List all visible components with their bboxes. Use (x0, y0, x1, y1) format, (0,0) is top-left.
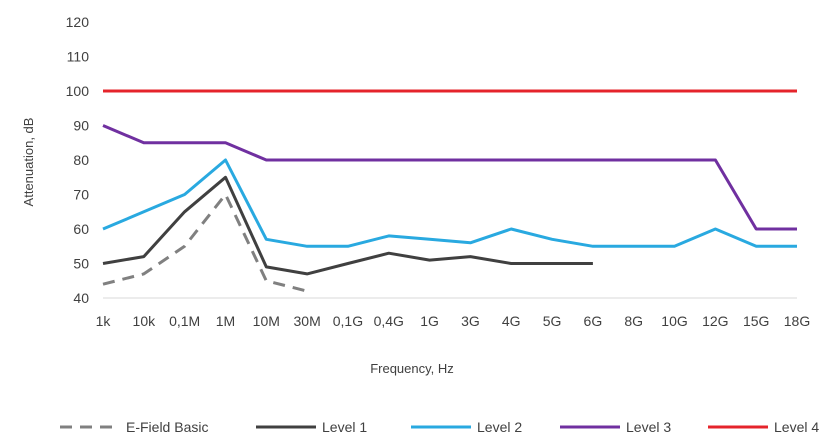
x-tick-label: 0,1G (333, 313, 363, 329)
series-line-level-3 (102, 124, 797, 231)
x-tick-label: 1G (420, 313, 439, 329)
y-axis-label: Attenuation, dB (21, 118, 36, 207)
x-tick-label: 0,1M (169, 313, 200, 329)
y-tick-label: 80 (73, 152, 89, 168)
y-tick-label: 110 (67, 49, 90, 65)
x-axis-label: Frequency, Hz (370, 361, 454, 376)
x-tick-label: 10M (253, 313, 280, 329)
series-lines (102, 89, 797, 293)
series-line-level-1 (102, 175, 593, 276)
legend: E-Field Basic Level 1 Level 2 Level 3 Level … (60, 419, 819, 434)
y-tick-label: 70 (73, 187, 89, 203)
legend-label-level-4: Level 4 (774, 419, 819, 434)
x-tick-label: 0,4G (374, 313, 404, 329)
legend-label-level-2: Level 2 (477, 419, 522, 434)
y-tick-label: 40 (73, 290, 89, 306)
series-line-level-2 (102, 158, 797, 248)
y-tick-label: 50 (73, 256, 89, 272)
x-tick-label: 5G (543, 313, 562, 329)
x-tick-label: 18G (784, 313, 810, 329)
legend-label-level-3: Level 3 (626, 419, 671, 434)
x-tick-label: 15G (743, 313, 769, 329)
legend-label-e-field-basic: E-Field Basic (126, 419, 208, 434)
x-tick-label: 8G (624, 313, 643, 329)
x-tick-label: 6G (584, 313, 603, 329)
x-tick-label: 3G (461, 313, 480, 329)
series-line-e-field-basic (102, 193, 308, 293)
y-tick-label: 60 (73, 221, 89, 237)
x-tick-label: 1M (216, 313, 235, 329)
y-tick-label: 90 (73, 118, 89, 134)
legend-label-level-1: Level 1 (322, 419, 367, 434)
y-tick-label: 120 (66, 14, 90, 30)
x-tick-label: 1k (96, 313, 112, 329)
x-axis-ticks: 1k 10k 0,1M 1M 10M 30M 0,1G 0,4G 1G 3G 4G 5G 6G 8G 10G… (96, 313, 811, 329)
x-tick-label: 30M (294, 313, 321, 329)
y-tick-label: 100 (66, 83, 90, 99)
x-tick-label: 10k (133, 313, 157, 329)
x-tick-label: 12G (702, 313, 728, 329)
x-tick-label: 4G (502, 313, 521, 329)
x-tick-label: 10G (661, 313, 687, 329)
y-axis-ticks: 40 50 60 70 80 90 100 110 120 (66, 14, 90, 306)
